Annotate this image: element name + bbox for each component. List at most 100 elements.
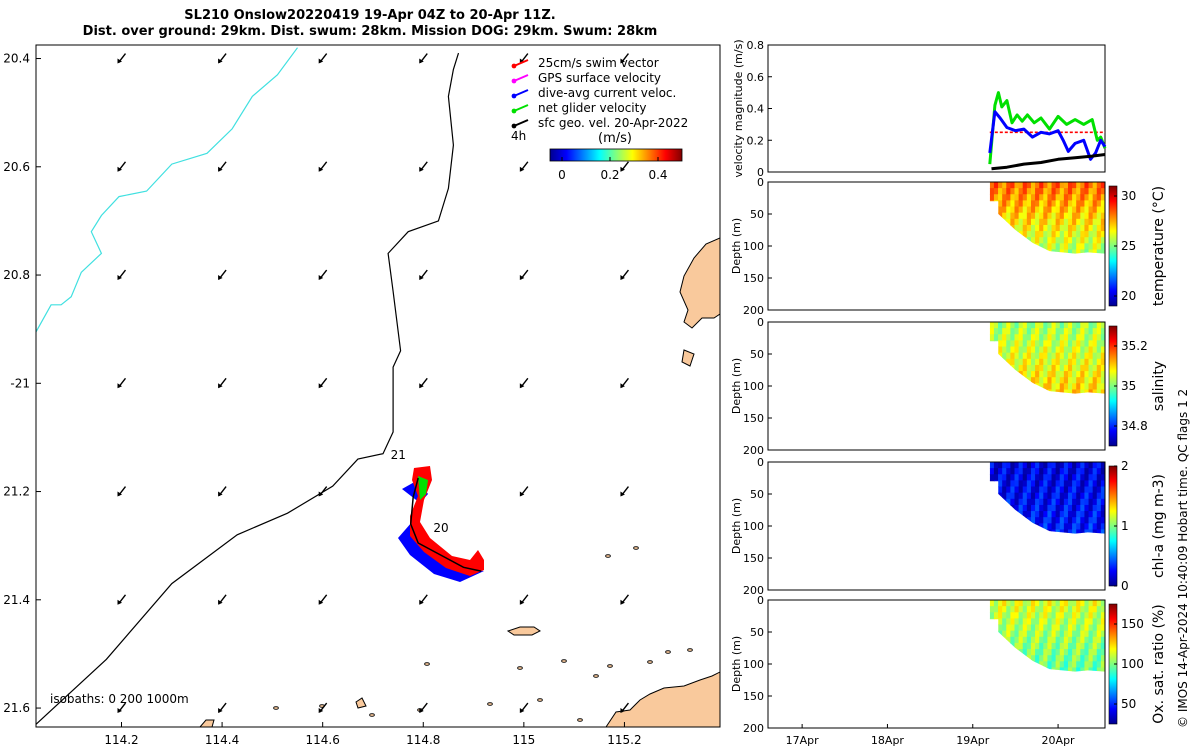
section-cell — [1084, 655, 1090, 662]
section-cell — [1088, 612, 1094, 619]
section-cell — [1051, 661, 1057, 669]
section-cell — [1067, 383, 1073, 391]
section-cell — [1072, 661, 1077, 669]
section-cell — [1055, 523, 1061, 531]
section-cell — [1092, 655, 1098, 662]
section-cell — [1072, 249, 1077, 254]
section-cell — [1092, 328, 1098, 335]
section-cell — [993, 188, 999, 195]
section-cell — [1022, 600, 1028, 607]
section-cell — [1026, 486, 1032, 494]
section-cell — [1014, 468, 1020, 475]
map-frame — [35, 44, 721, 728]
section-cell — [1022, 194, 1028, 201]
section-cell — [1047, 492, 1053, 500]
section-cell — [1043, 618, 1049, 626]
section-cell — [1100, 529, 1105, 534]
section-cell — [1051, 618, 1057, 626]
islet — [605, 554, 611, 558]
section-cell — [1018, 334, 1024, 341]
section-cell — [1039, 206, 1044, 214]
section-cell — [1030, 492, 1036, 500]
section-cell — [1030, 511, 1036, 518]
section-cell — [1014, 642, 1020, 650]
section-cell — [1010, 328, 1016, 335]
section-cell — [1030, 206, 1036, 214]
section-cell — [1006, 606, 1011, 613]
section-cell — [1035, 480, 1040, 488]
section-cell — [1076, 624, 1081, 632]
section-cell — [1080, 389, 1086, 394]
section-cell — [1051, 188, 1057, 195]
section-cell — [1018, 642, 1024, 650]
section-cell — [1022, 468, 1028, 475]
section-cell — [1006, 206, 1011, 214]
section-cell — [1014, 462, 1020, 469]
section-cell — [1022, 486, 1028, 494]
section-cell — [1018, 224, 1024, 232]
section-cell — [1022, 474, 1028, 481]
section-cell — [1100, 194, 1105, 201]
section-cell — [989, 194, 995, 201]
section-cell — [1084, 383, 1090, 391]
section-cell — [998, 606, 1003, 613]
section-cell — [1043, 383, 1049, 391]
section-cell — [1006, 612, 1011, 619]
section-cell — [1080, 206, 1086, 214]
section-cell — [989, 322, 995, 329]
colorbar-tick-label: 35 — [1121, 379, 1136, 393]
colorbar-tick-label: 50 — [1121, 697, 1136, 711]
section-cell — [993, 334, 999, 341]
geo-vector-head — [117, 708, 122, 714]
section-cell — [1002, 492, 1007, 500]
islet — [369, 713, 375, 717]
section-cell — [1088, 243, 1094, 251]
section-cell — [1063, 600, 1069, 607]
section-cell — [1092, 511, 1098, 518]
section-cell — [1043, 200, 1049, 208]
section-cell — [1084, 486, 1090, 494]
section-cell — [1096, 371, 1102, 378]
section-cell — [1043, 218, 1049, 226]
section-cell — [1014, 334, 1020, 341]
map-x-tick-label: 114.8 — [406, 733, 440, 747]
section-cell — [1100, 600, 1105, 607]
section-cell — [1072, 624, 1077, 632]
section-cell — [1055, 218, 1061, 226]
section-cell — [1010, 322, 1016, 329]
section-cell — [1067, 600, 1073, 607]
land-1 — [681, 349, 695, 367]
section-cell — [1039, 346, 1044, 354]
isobath-1000m — [36, 47, 298, 333]
section-cell — [1047, 606, 1053, 613]
section-cell — [1084, 194, 1090, 201]
section-cell — [1076, 188, 1081, 195]
map-y-tick-label: 21.4 — [3, 593, 30, 607]
section-cell — [1080, 655, 1086, 662]
section-cell — [1088, 346, 1094, 354]
section-cell — [1055, 212, 1061, 220]
section-cell — [1047, 212, 1053, 220]
section-cell — [1092, 612, 1098, 619]
section-cell — [993, 474, 999, 481]
section-cell — [1063, 642, 1069, 650]
title-line-1: SL210 Onslow20220419 19-Apr 04Z to 20-Ap… — [184, 8, 556, 23]
section-cell — [1096, 486, 1102, 494]
section-cell — [1043, 474, 1049, 481]
section-cell — [1063, 322, 1069, 329]
section-cell — [1051, 194, 1057, 201]
section-cell — [1039, 480, 1044, 488]
section-cell — [1039, 517, 1044, 524]
section-cell — [1100, 462, 1105, 469]
section-cell — [1030, 624, 1036, 632]
section-cell — [1030, 346, 1036, 354]
section-cell — [1055, 243, 1061, 251]
title-line-2: Dist. over ground: 29km. Dist. swum: 28k… — [82, 24, 658, 39]
section-cell — [1055, 529, 1061, 534]
section-cell — [1055, 606, 1061, 613]
section-cell — [1059, 231, 1065, 238]
section-cell — [1067, 218, 1073, 226]
section-cell — [1006, 200, 1011, 208]
section-cell — [1063, 636, 1069, 644]
section-cell — [1022, 346, 1028, 354]
